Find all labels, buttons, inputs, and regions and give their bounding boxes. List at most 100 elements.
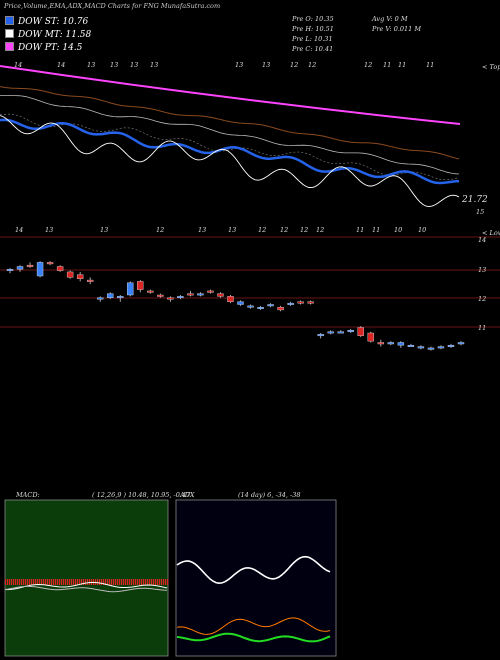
candle-body: [46, 262, 54, 265]
candle-body: [66, 271, 74, 278]
candle-body: [347, 330, 354, 332]
candle-body: [6, 269, 14, 271]
macd-histogram-bar: [89, 579, 91, 585]
adx-panel: [175, 499, 337, 657]
candle-body: [357, 327, 364, 336]
macd-histogram-bar: [41, 579, 43, 585]
macd-histogram-bar: [49, 579, 51, 585]
mid-date-label: 13: [45, 226, 54, 234]
macd-histogram-bar: [109, 579, 111, 585]
macd-histogram-bar: [103, 579, 105, 585]
candle-body: [217, 293, 224, 297]
macd-histogram-bar: [153, 579, 155, 585]
ema-st-line: [0, 118, 459, 185]
macd-histogram-bar: [99, 579, 101, 585]
macd-histogram-bar: [137, 579, 139, 585]
avg-volume: Avg V: 0 M: [372, 15, 408, 23]
candle-body: [147, 290, 154, 293]
candle-body: [167, 297, 174, 300]
candle-body: [56, 266, 64, 271]
ohlc-close: Pre C: 10.41: [292, 45, 334, 53]
macd-histogram-bar: [57, 579, 59, 585]
ohlc-open: Pre O: 10.35: [292, 15, 334, 23]
lows-label: < Lows: [482, 229, 500, 237]
legend-swatch-st: [5, 16, 14, 25]
macd-histogram-bar: [55, 579, 57, 585]
ema-dashed-line: [0, 113, 460, 180]
legend-dow-mt: DOW MT: 11.58: [5, 29, 91, 40]
candle-body: [257, 307, 264, 309]
legend-dow-st: DOW ST: 10.76: [5, 16, 88, 27]
candle-body: [207, 290, 214, 293]
macd-histogram-bar: [15, 579, 17, 585]
candle-body: [277, 307, 284, 311]
ema-mt-line: [0, 115, 460, 208]
price-tick-label: 11: [478, 324, 487, 332]
macd-histogram-bar: [129, 579, 131, 585]
adx-line: [176, 632, 331, 643]
macd-histogram-bar: [19, 579, 21, 585]
candle-body: [247, 305, 254, 308]
mid-date-label: 13: [198, 226, 207, 234]
top-date-label: 13: [87, 61, 96, 69]
macd-histogram-bar: [113, 579, 115, 585]
pre-volume: Pre V: 0.011 M: [372, 25, 422, 33]
macd-histogram-bar: [161, 579, 163, 585]
top-date-label: 12: [308, 61, 317, 69]
macd-histogram-bar: [47, 579, 49, 585]
macd-histogram-bar: [81, 579, 83, 585]
top-date-label: 11: [398, 61, 407, 69]
candle-body: [76, 274, 84, 279]
ohlc-high: Pre H: 10.51: [292, 25, 334, 33]
mid-date-label: 13: [100, 226, 109, 234]
candle-body: [86, 279, 94, 282]
macd-histogram-bar: [165, 579, 167, 585]
candle-body: [307, 301, 314, 304]
macd-histogram-bar: [155, 579, 157, 585]
macd-histogram-bar: [75, 579, 77, 585]
mid-date-label: 11: [372, 226, 381, 234]
candle-body: [437, 346, 445, 349]
macd-histogram-bar: [27, 579, 29, 585]
top-date-label: 13: [150, 61, 159, 69]
macd-line: [4, 581, 168, 591]
tops-label: < Tops: [482, 63, 500, 71]
mid-date-label: 10: [418, 226, 427, 234]
candle-body: [127, 282, 134, 296]
macd-histogram-bar: [139, 579, 141, 585]
macd-histogram-bar: [67, 579, 69, 585]
ema-grey-line: [0, 95, 460, 175]
macd-histogram-bar: [43, 579, 45, 585]
macd-histogram-bar: [111, 579, 113, 585]
macd-histogram-bar: [87, 579, 89, 585]
macd-histogram-bar: [131, 579, 133, 585]
candle-body: [96, 297, 104, 300]
macd-histogram-bar: [13, 579, 15, 585]
candle-body: [327, 331, 334, 334]
chart-title: Price,Volume,EMA,ADX,MACD Charts for FNG…: [4, 2, 221, 10]
macd-histogram-bar: [73, 579, 75, 585]
candle-body: [457, 342, 465, 345]
macd-histogram-bar: [123, 579, 125, 585]
macd-histogram-bar: [117, 579, 119, 585]
candle-body: [137, 281, 144, 290]
scale-value-label: 15: [476, 208, 485, 216]
macd-histogram-bar: [63, 579, 65, 585]
candle-body: [317, 334, 324, 337]
ema-brown-line: [0, 86, 460, 160]
top-date-label: 13: [130, 61, 139, 69]
legend-swatch-mt: [5, 29, 14, 38]
macd-histogram-bar: [31, 579, 33, 585]
mid-date-label: 13: [228, 226, 237, 234]
macd-histogram-bar: [107, 579, 109, 585]
mid-date-label: 12: [280, 226, 289, 234]
candle-body: [197, 293, 204, 296]
macd-histogram-bar: [71, 579, 73, 585]
macd-histogram-bar: [157, 579, 159, 585]
macd-histogram-bar: [11, 579, 13, 585]
candle-body: [297, 301, 304, 304]
macd-histogram-bar: [45, 579, 47, 585]
candle-body: [337, 331, 344, 334]
candle-body: [237, 301, 244, 305]
candle-body: [16, 266, 24, 270]
